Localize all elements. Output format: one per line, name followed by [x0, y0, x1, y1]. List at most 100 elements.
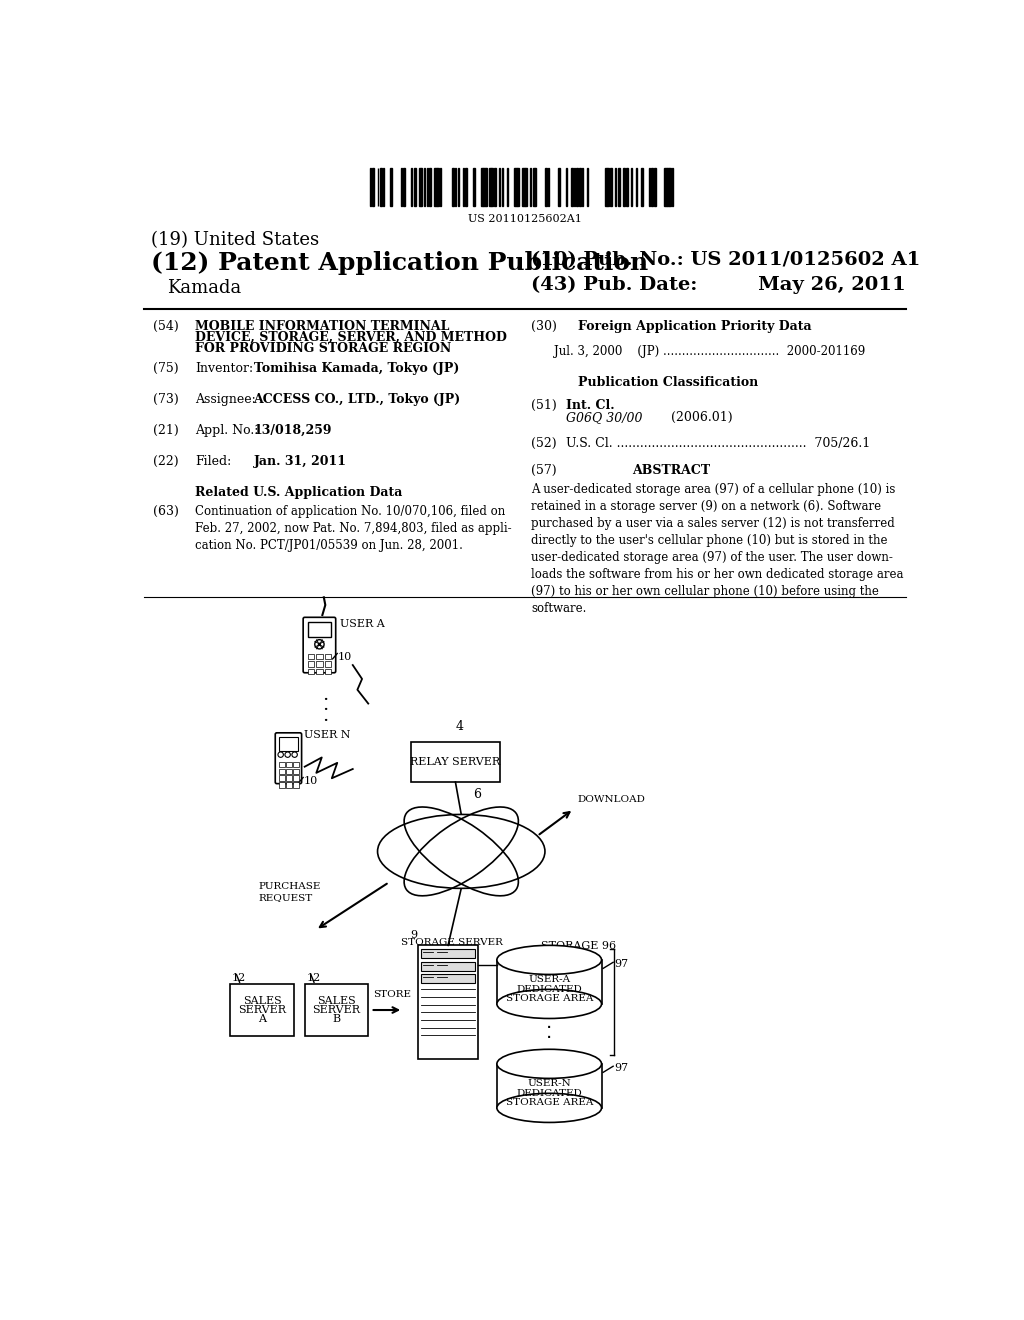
- Bar: [286, 762, 292, 767]
- Bar: [316, 661, 323, 667]
- Bar: [286, 775, 292, 781]
- Bar: [626, 168, 628, 206]
- Bar: [380, 168, 382, 206]
- Ellipse shape: [497, 945, 601, 974]
- Ellipse shape: [497, 990, 601, 1019]
- Bar: [623, 168, 625, 206]
- Text: DEDICATED: DEDICATED: [516, 1089, 582, 1098]
- Text: Related U.S. Application Data: Related U.S. Application Data: [196, 486, 402, 499]
- Bar: [293, 775, 299, 781]
- Bar: [305, 983, 369, 1036]
- Bar: [522, 168, 524, 206]
- Text: (57): (57): [531, 465, 557, 477]
- FancyBboxPatch shape: [275, 733, 302, 784]
- Text: STORAGE AREA: STORAGE AREA: [506, 994, 593, 1003]
- Bar: [293, 762, 299, 767]
- Bar: [607, 168, 608, 206]
- Bar: [316, 653, 323, 659]
- Bar: [373, 168, 375, 206]
- Bar: [514, 168, 517, 206]
- Bar: [414, 168, 416, 206]
- FancyBboxPatch shape: [303, 618, 336, 673]
- Text: 97: 97: [614, 1063, 629, 1073]
- Text: (30): (30): [531, 321, 557, 333]
- Bar: [507, 168, 508, 206]
- Text: USER-N: USER-N: [527, 1080, 571, 1089]
- Bar: [530, 168, 531, 206]
- Text: Jul. 3, 2000    (JP) ...............................  2000-201169: Jul. 3, 2000 (JP) ......................…: [554, 345, 865, 358]
- Text: 10: 10: [338, 652, 352, 661]
- Text: SALES: SALES: [317, 995, 356, 1006]
- Bar: [546, 168, 547, 206]
- Text: STORAGE SERVER: STORAGE SERVER: [401, 937, 503, 946]
- Text: (51): (51): [531, 399, 557, 412]
- Text: Filed:: Filed:: [196, 455, 231, 467]
- Bar: [400, 168, 402, 206]
- Bar: [502, 168, 503, 206]
- Text: (73): (73): [153, 393, 178, 407]
- Text: Kamada: Kamada: [167, 280, 241, 297]
- Bar: [370, 168, 372, 206]
- Text: A: A: [258, 1014, 266, 1024]
- Text: SERVER: SERVER: [312, 1005, 360, 1015]
- Text: .: .: [323, 708, 329, 725]
- Bar: [610, 168, 612, 206]
- Text: DEVICE, STORAGE, SERVER, AND METHOD: DEVICE, STORAGE, SERVER, AND METHOD: [196, 331, 507, 345]
- Bar: [390, 168, 392, 206]
- Text: Assignee:: Assignee:: [196, 393, 256, 407]
- Text: G06Q 30/00: G06Q 30/00: [566, 411, 642, 424]
- Text: Tomihisa Kamada, Tokyo (JP): Tomihisa Kamada, Tokyo (JP): [254, 363, 459, 375]
- Bar: [651, 168, 653, 206]
- Bar: [437, 168, 439, 206]
- Bar: [548, 168, 550, 206]
- Text: (12) Patent Application Publication: (12) Patent Application Publication: [152, 251, 648, 275]
- Bar: [427, 168, 428, 206]
- Text: .: .: [323, 697, 329, 714]
- Text: SALES: SALES: [243, 995, 282, 1006]
- Circle shape: [278, 752, 284, 758]
- Bar: [631, 168, 632, 206]
- Bar: [421, 961, 475, 970]
- Bar: [418, 945, 478, 1059]
- Bar: [293, 768, 299, 774]
- Text: SERVER: SERVER: [238, 1005, 286, 1015]
- Text: A user-dedicated storage area (97) of a cellular phone (10) is
retained in a sto: A user-dedicated storage area (97) of a …: [531, 483, 903, 615]
- Bar: [308, 669, 314, 675]
- Text: (63): (63): [153, 506, 178, 517]
- Text: STORE: STORE: [373, 990, 411, 999]
- Text: (52): (52): [531, 437, 557, 450]
- Bar: [481, 168, 483, 206]
- Text: PURCHASE
REQUEST: PURCHASE REQUEST: [258, 882, 321, 903]
- Bar: [308, 661, 314, 667]
- Bar: [524, 168, 527, 206]
- Text: Jan. 31, 2011: Jan. 31, 2011: [254, 455, 346, 467]
- Bar: [280, 775, 285, 781]
- Bar: [573, 168, 575, 206]
- Bar: [429, 168, 430, 206]
- Bar: [434, 168, 437, 206]
- Text: (75): (75): [153, 363, 178, 375]
- Text: (54): (54): [153, 321, 178, 333]
- Text: U.S. Cl. .................................................  705/26.1: U.S. Cl. ...............................…: [566, 437, 870, 450]
- Text: .: .: [546, 1023, 552, 1041]
- Bar: [293, 783, 299, 788]
- Text: FOR PROVIDING STORAGE REGION: FOR PROVIDING STORAGE REGION: [196, 342, 452, 355]
- Bar: [497, 1064, 601, 1107]
- Text: 13/018,259: 13/018,259: [254, 424, 332, 437]
- Bar: [483, 168, 485, 206]
- Bar: [453, 168, 454, 206]
- Bar: [532, 168, 535, 206]
- Bar: [403, 168, 404, 206]
- Text: (43) Pub. Date:         May 26, 2011: (43) Pub. Date: May 26, 2011: [531, 276, 906, 293]
- Bar: [308, 653, 314, 659]
- Ellipse shape: [497, 1049, 601, 1078]
- Bar: [230, 983, 294, 1036]
- Bar: [517, 168, 519, 206]
- Text: Foreign Application Priority Data: Foreign Application Priority Data: [578, 321, 811, 333]
- Bar: [558, 168, 560, 206]
- Circle shape: [314, 640, 324, 649]
- Text: USER N: USER N: [304, 730, 350, 739]
- Text: US 20110125602A1: US 20110125602A1: [468, 214, 582, 224]
- Bar: [308, 622, 331, 636]
- Bar: [421, 949, 475, 958]
